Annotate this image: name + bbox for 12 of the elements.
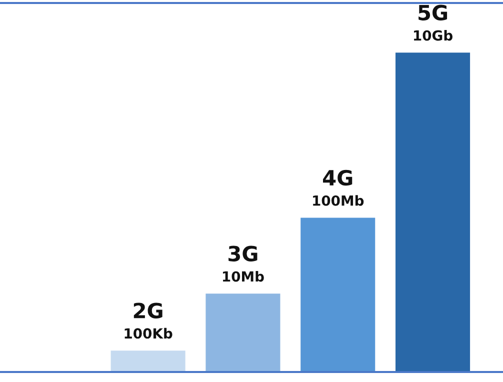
annotation: 100Mb: [313, 195, 364, 206]
annotation: 100Kb: [124, 328, 172, 339]
x-tick-label: 2G: [134, 302, 162, 318]
x-tick-label: 4G: [323, 170, 352, 186]
bar: [299, 216, 377, 372]
annotation: 10Gb: [414, 30, 452, 41]
bar: [394, 51, 472, 372]
bar: [204, 292, 282, 372]
x-tick-label: 5G: [418, 4, 448, 21]
bar: [109, 349, 187, 372]
annotation: 10Mb: [222, 270, 264, 282]
x-tick-label: 3G: [228, 246, 258, 262]
